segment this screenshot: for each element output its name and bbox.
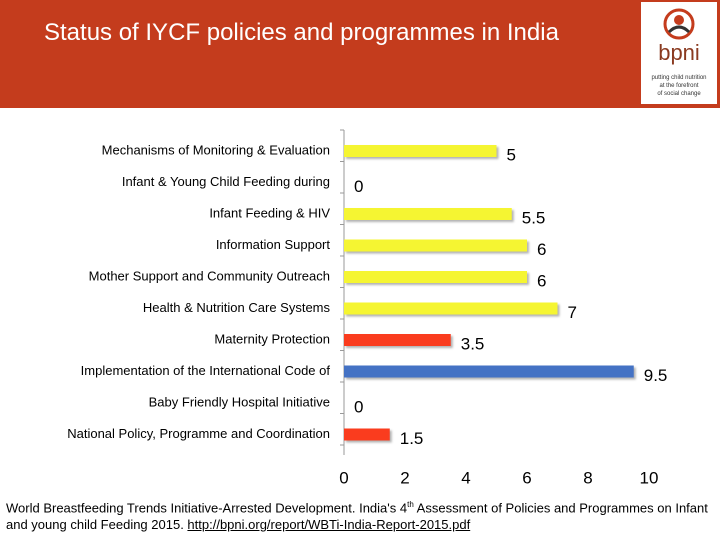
value-label: 0 — [354, 177, 363, 196]
logo-dot — [674, 15, 684, 25]
footer-superscript: th — [407, 500, 414, 509]
slide-title: Status of IYCF policies and programmes i… — [44, 19, 559, 46]
logo-tagline: putting child nutrition — [651, 75, 706, 81]
bar — [344, 208, 512, 220]
footer-text: Assessment of Policies and Programmes on… — [6, 500, 708, 533]
x-tick-label: 2 — [400, 468, 409, 487]
value-label: 5.5 — [522, 208, 546, 227]
logo-ring — [663, 8, 695, 40]
value-label: 7 — [568, 303, 577, 322]
value-label: 6 — [537, 271, 546, 290]
bar — [344, 271, 527, 283]
bar — [344, 334, 451, 346]
value-label: 9.5 — [644, 366, 668, 385]
logo: bpni putting child nutrition at the fore… — [641, 2, 717, 104]
category-label: Implementation of the International Code… — [81, 363, 331, 378]
x-tick-label: 0 — [339, 468, 348, 487]
category-label: Mechanisms of Monitoring & Evaluation — [102, 142, 330, 157]
footer-text: World Breastfeeding Trends Initiative-Ar… — [6, 500, 408, 516]
x-tick-label: 4 — [461, 468, 470, 487]
bar — [344, 239, 527, 252]
logo-name: bpni — [658, 40, 700, 65]
logo-tagline: at the forefront — [659, 83, 698, 89]
category-label: Health & Nutrition Care Systems — [143, 300, 331, 315]
chart: 0 2 4 6 8 10 Mechanisms of Monitoring & Evalua… — [67, 129, 668, 487]
category-label: Mother Support and Community Outreach — [89, 268, 330, 283]
bar — [344, 365, 634, 378]
bar — [344, 302, 558, 315]
category-label: Infant Feeding & HIV — [209, 205, 330, 220]
logo-arc — [667, 25, 691, 34]
logo-tagline: of social change — [657, 91, 701, 97]
value-label: 6 — [537, 240, 546, 259]
value-label: 5 — [507, 145, 516, 164]
value-label: 0 — [354, 397, 363, 416]
category-label: Baby Friendly Hospital Initiative — [149, 394, 330, 409]
footer-link[interactable]: http://bpni.org/report/WBTi-India-Report… — [187, 517, 471, 533]
bar — [344, 145, 497, 157]
category-label: Infant & Young Child Feeding during — [122, 174, 330, 189]
bar — [344, 428, 390, 441]
footer-note: World Breastfeeding Trends Initiative-Ar… — [6, 496, 718, 533]
x-tick-label: 6 — [522, 468, 531, 487]
x-tick-label: 10 — [640, 468, 659, 487]
x-tick-label: 8 — [583, 468, 592, 487]
category-label: Maternity Protection — [214, 331, 330, 346]
category-label: National Policy, Programme and Coordinat… — [67, 426, 330, 441]
category-label: Information Support — [216, 237, 331, 252]
header-band: Status of IYCF policies and programmes i… — [0, 0, 720, 108]
value-label: 3.5 — [461, 334, 485, 353]
value-label: 1.5 — [400, 429, 424, 448]
logo-graphic: bpni putting child nutrition at the fore… — [651, 8, 707, 97]
